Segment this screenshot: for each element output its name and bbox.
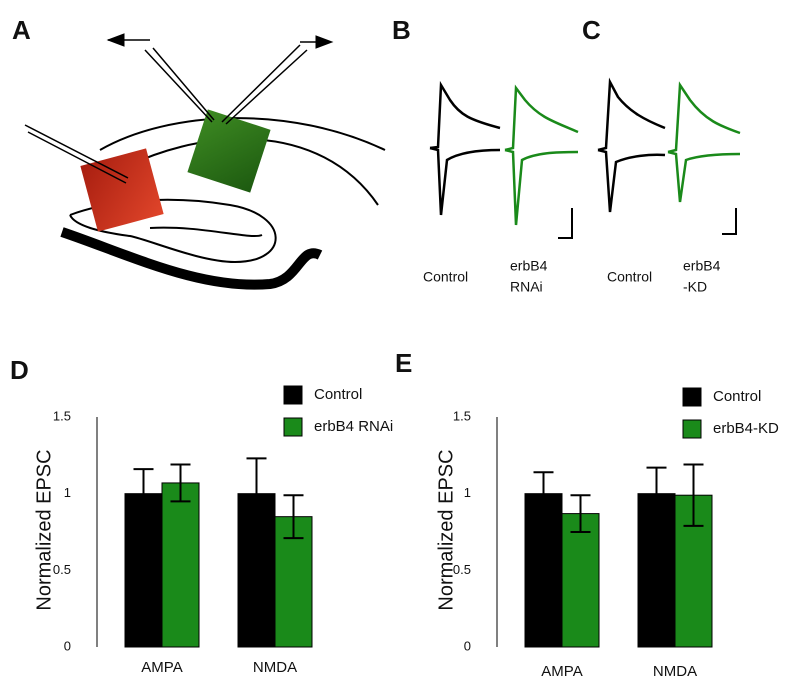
legend-swatch [682, 387, 702, 407]
legend-label: Control [713, 388, 761, 405]
trace-label: erbB4 [683, 258, 721, 274]
panel-label: D [10, 355, 29, 385]
legend-swatch [283, 385, 303, 405]
legend-label: Control [314, 386, 362, 403]
error-bar [646, 466, 667, 521]
error-bar [133, 468, 154, 520]
panel-label: A [12, 15, 31, 45]
x-tick-label: AMPA [541, 663, 582, 680]
bar [524, 493, 563, 648]
bar [124, 493, 163, 648]
x-tick-label: AMPA [141, 659, 182, 676]
error-bar [570, 494, 591, 533]
y-tick-label: 0.5 [453, 562, 471, 577]
legend-swatch [283, 417, 303, 437]
trace-label: -KD [683, 279, 707, 295]
error-bar [533, 471, 554, 517]
trace-label: erbB4 [510, 258, 548, 274]
y-axis-label: Normalized EPSC [33, 449, 55, 610]
error-bar [246, 457, 267, 530]
bar [561, 513, 600, 648]
y-tick-label: 1.5 [53, 408, 71, 423]
traces [429, 77, 741, 239]
trace-label: Control [607, 269, 652, 285]
y-tick-label: 1.5 [453, 408, 471, 423]
legend-label: erbB4 RNAi [314, 418, 393, 435]
panel-label: E [395, 348, 412, 378]
error-bar [283, 494, 304, 540]
y-tick-label: 1 [64, 485, 71, 500]
y-axis-label: Normalized EPSC [435, 449, 457, 610]
legend-swatch [682, 419, 702, 439]
y-tick-label: 0 [64, 638, 71, 653]
x-tick-label: NMDA [653, 663, 697, 680]
y-tick-label: 0.5 [53, 562, 71, 577]
y-tick-label: 0 [464, 638, 471, 653]
trace-label: RNAi [510, 279, 543, 295]
legend-label: erbB4-KD [713, 420, 779, 437]
error-bar [170, 463, 191, 503]
panel-label: B [392, 15, 411, 45]
trace-label: Control [423, 269, 468, 285]
hippocampus-diagram [24, 33, 386, 290]
error-bar [683, 463, 704, 527]
panel-label: C [582, 15, 601, 45]
x-tick-label: NMDA [253, 659, 297, 676]
bar [161, 482, 200, 648]
y-tick-label: 1 [464, 485, 471, 500]
